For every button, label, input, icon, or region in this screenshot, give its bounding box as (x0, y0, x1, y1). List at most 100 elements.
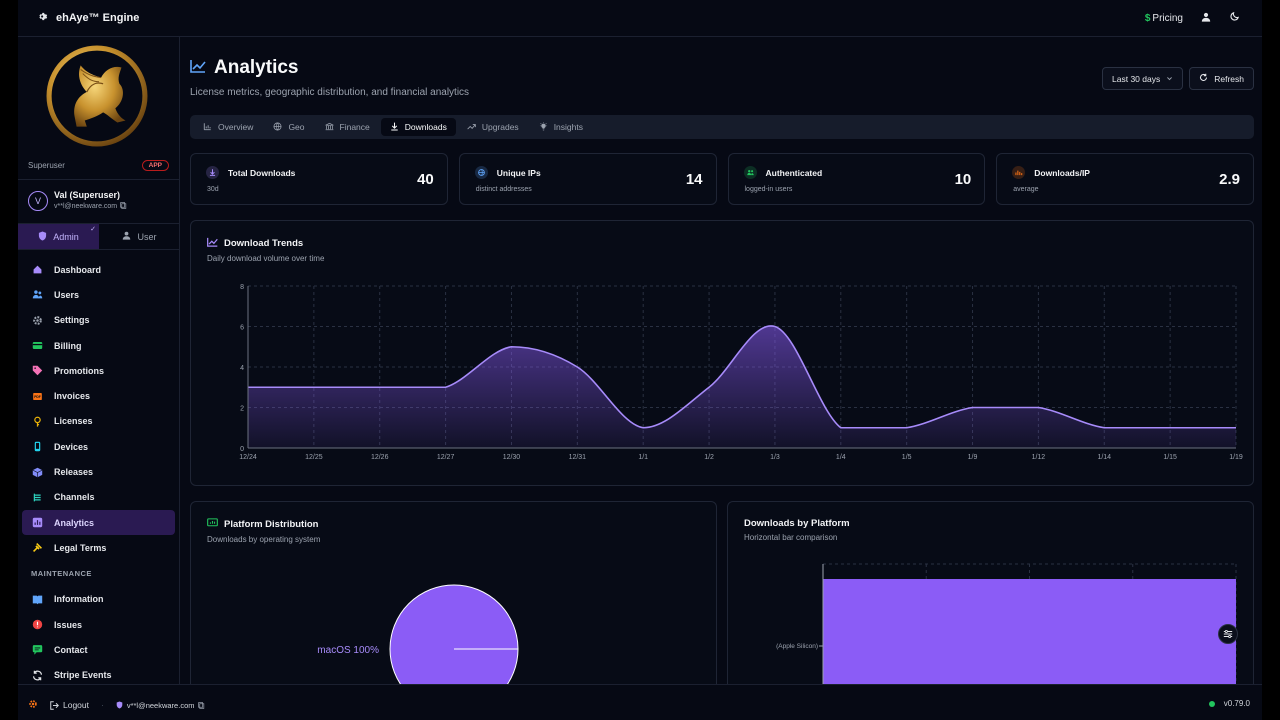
x-tick-label: 1/4 (836, 454, 846, 461)
admin-mode-button[interactable]: Admin ✓ (18, 224, 99, 249)
brand[interactable]: ehAye™ Engine (38, 11, 139, 25)
settings-gear-icon[interactable] (28, 699, 38, 711)
monitor-chart-icon (207, 518, 218, 531)
sidebar-item-label: Devices (54, 441, 89, 452)
bank-icon (324, 122, 334, 133)
stat-label: Downloads/IP (1034, 168, 1090, 178)
logout-button[interactable]: Logout (50, 700, 89, 710)
y-tick-label: 8 (240, 284, 244, 291)
check-icon: ✓ (90, 226, 96, 233)
sidebar-item-promotions[interactable]: Promotions (22, 358, 175, 383)
copy-icon[interactable] (198, 701, 205, 709)
page-title: Analytics (214, 57, 299, 78)
user-icon[interactable] (1201, 12, 1211, 25)
tab-label: Downloads (404, 122, 447, 132)
x-tick-label: 1/15 (1163, 454, 1177, 461)
tab-insights[interactable]: Insights (530, 118, 592, 136)
trend-line (248, 325, 1236, 429)
stat-value: 2.9 (1219, 171, 1240, 188)
trend-card-title: Download Trends (207, 237, 303, 250)
top-bar: ehAye™ Engine $ Pricing (18, 0, 1262, 37)
stat-label: Authenticated (765, 168, 823, 178)
sidebar-item-settings[interactable]: Settings (22, 308, 175, 333)
refresh-button[interactable]: Refresh (1189, 67, 1254, 90)
globe-icon (273, 122, 282, 133)
stat-sublabel: distinct addresses (475, 186, 532, 193)
platform-distribution-card: Platform Distribution Downloads by opera… (190, 501, 717, 684)
logout-icon (50, 700, 59, 710)
footer-user: v**l@neekware.com (116, 701, 206, 710)
sidebar-item-invoices[interactable]: PDF Invoices (22, 383, 175, 408)
sidebar-item-analytics[interactable]: Analytics (22, 509, 175, 536)
sidebar-nav: Dashboard Users Settings Billing Promotions P… (22, 257, 175, 684)
x-tick-label: 1/14 (1097, 454, 1111, 461)
tab-overview[interactable]: Overview (194, 118, 262, 136)
sidebar-item-users[interactable]: Users (22, 282, 175, 307)
user-email-row: v**l@neekware.com (54, 202, 127, 211)
stat-sublabel: logged-in users (744, 186, 793, 193)
footer-email: v**l@neekware.com (126, 700, 195, 710)
user-mode-button[interactable]: User (99, 224, 179, 249)
sidebar-item-billing[interactable]: Billing (22, 333, 175, 358)
tag-icon (32, 365, 43, 376)
sidebar-item-devices[interactable]: Devices (22, 434, 175, 459)
sidebar-item-label: Invoices (54, 391, 91, 402)
sidebar-item-issues[interactable]: Issues (22, 612, 175, 637)
role-row: Superuser APP (28, 160, 169, 171)
x-tick-label: 1/19 (1229, 454, 1243, 461)
user-card[interactable]: V Val (Superuser) v**l@neekware.com (28, 190, 127, 211)
footer: Logout · v**l@neekware.com v0.79.0 (18, 684, 1262, 720)
app-window: ehAye™ Engine $ Pricing (18, 0, 1262, 720)
user-mode-label: User (137, 231, 157, 242)
line-chart-icon (207, 237, 218, 250)
tab-label: Overview (218, 122, 254, 132)
home-icon (32, 264, 43, 275)
sidebar-item-stripe-events[interactable]: Stripe Events (22, 662, 175, 684)
theme-toggle-icon[interactable] (1229, 11, 1240, 25)
chat-icon (32, 644, 43, 655)
tab-finance[interactable]: Finance (316, 118, 379, 136)
copy-icon[interactable] (120, 202, 127, 211)
sidebar-item-label: Promotions (54, 365, 105, 376)
date-range-select[interactable]: Last 30 days (1102, 67, 1184, 90)
sidebar: Superuser APP V Val (Superuser) v**l@nee… (18, 37, 180, 684)
device-icon (32, 441, 43, 452)
shield-icon (116, 701, 123, 709)
status-dot (1208, 700, 1215, 707)
logout-label: Logout (63, 700, 89, 710)
sidebar-item-releases[interactable]: Releases (22, 459, 175, 484)
stat-value: 40 (417, 171, 434, 188)
platbar-subtitle: Horizontal bar comparison (744, 533, 838, 542)
avatar: V (28, 190, 48, 211)
page-header: Analytics (190, 57, 298, 79)
sidebar-item-dashboard[interactable]: Dashboard (22, 257, 175, 282)
floating-tools-button[interactable] (1218, 624, 1238, 644)
tab-geo[interactable]: Geo (264, 118, 313, 136)
sidebar-item-information[interactable]: Information (22, 587, 175, 612)
platform-card-title: Platform Distribution (207, 518, 318, 531)
x-tick-label: 12/31 (569, 454, 587, 461)
dollar-icon: $ (1144, 12, 1151, 24)
platform-pie-chart: macOS 100% (317, 584, 519, 684)
pricing-link[interactable]: $ Pricing (1145, 13, 1183, 24)
analytics-icon (190, 59, 206, 78)
sidebar-item-contact[interactable]: Contact (22, 637, 175, 662)
tab-label: Finance (339, 122, 370, 132)
stat-card-unique-ips: Unique IPs distinct addresses 14 (458, 153, 717, 205)
tab-downloads[interactable]: Downloads (380, 118, 456, 136)
sidebar-item-channels[interactable]: Channels (22, 485, 175, 510)
x-tick-label: 12/30 (503, 454, 521, 461)
sidebar-item-legal-terms[interactable]: Legal Terms (22, 535, 175, 560)
x-tick-label: 1/1 (638, 454, 648, 461)
sidebar-item-licenses[interactable]: Licenses (22, 409, 175, 434)
footer-left: Logout · v**l@neekware.com (28, 699, 205, 711)
users-icon (743, 166, 757, 179)
trend-area (248, 325, 1236, 448)
tab-upgrades[interactable]: Upgrades (458, 118, 528, 136)
credit-card-icon (32, 340, 43, 351)
analytics-tabs: Overview Geo Finance Downloads Upgrades Insig… (190, 115, 1254, 139)
user-email: v**l@neekware.com (54, 203, 118, 210)
sliders-icon (1223, 630, 1233, 638)
y-tick-label: 4 (240, 365, 244, 372)
download-trends-card: 0 2 4 6 8 12/24 12/25 12/26 12/27 12/30 12/31 1/1 1/… (190, 220, 1254, 486)
